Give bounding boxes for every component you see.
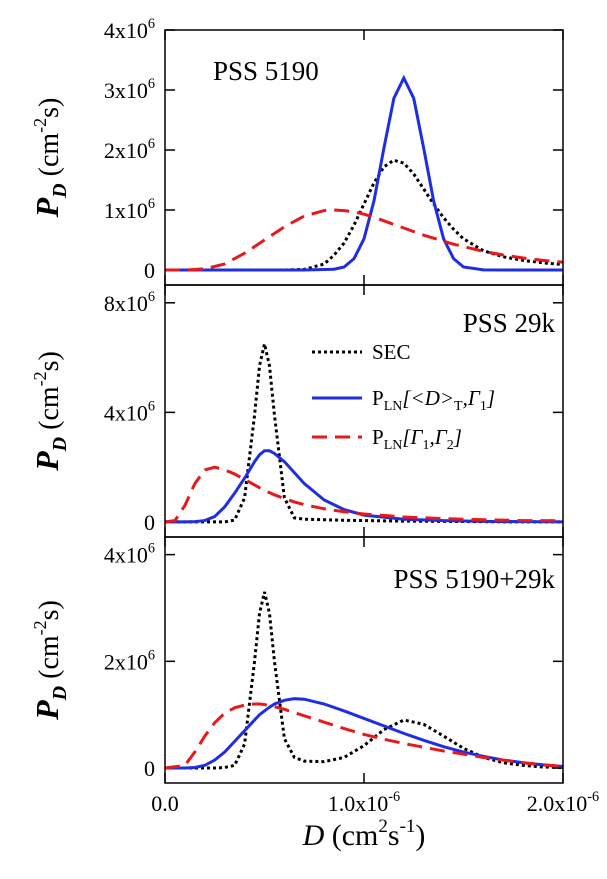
tick-label-sup: 6 bbox=[148, 398, 155, 414]
tick-label-sup: 6 bbox=[148, 76, 155, 92]
y-label-part: -2 bbox=[30, 620, 50, 635]
series-line bbox=[165, 208, 563, 272]
tick-label-text: 2x10 bbox=[104, 649, 148, 674]
y-label-part: P bbox=[29, 197, 65, 218]
series-line bbox=[165, 74, 563, 272]
plot-frame bbox=[164, 536, 564, 784]
tick-label-text: 2x10 bbox=[104, 138, 148, 163]
tick-label-sup: 6 bbox=[148, 196, 155, 212]
legend-label-part: ] bbox=[486, 386, 495, 410]
tick-label-sup: 6 bbox=[148, 289, 155, 305]
y-axis-label: PD (cm-2s) bbox=[29, 351, 71, 472]
y-label-part: D bbox=[49, 686, 71, 701]
tick-label-text: 4x10 bbox=[104, 18, 148, 43]
tick-label-sup: 6 bbox=[148, 541, 155, 557]
tick-label-text: 0.0 bbox=[151, 791, 179, 816]
y-label-part: -2 bbox=[30, 371, 50, 386]
x-axis-label: D (cm2s-1) bbox=[302, 816, 426, 852]
tick-label: 2x106 bbox=[104, 136, 155, 163]
legend-label: PLN[Γ1,Γ2] bbox=[372, 425, 462, 453]
y-label-part: P bbox=[29, 700, 65, 721]
y-label-part: (cm bbox=[34, 133, 65, 184]
tick-label-sup: 6 bbox=[148, 136, 155, 152]
legend-label-part: 1 bbox=[422, 438, 429, 453]
legend-label-part: [Γ bbox=[402, 425, 423, 449]
tick-label-text: 1x10 bbox=[104, 198, 148, 223]
series-line bbox=[165, 702, 563, 770]
series-line bbox=[165, 343, 563, 524]
y-label-part: (cm bbox=[34, 386, 65, 437]
panel-title: PSS 29k bbox=[463, 308, 556, 338]
series-line bbox=[165, 465, 563, 524]
y-label-part: P bbox=[29, 451, 65, 472]
tick-label: 0 bbox=[144, 756, 155, 781]
series-line bbox=[165, 697, 563, 770]
legend-label-part: ,Γ bbox=[463, 386, 481, 410]
y-label-part: s) bbox=[34, 600, 65, 620]
legend-label-part: ,Γ bbox=[429, 425, 447, 449]
legend-label-part: T bbox=[454, 399, 463, 414]
legend-label-part: LN bbox=[384, 438, 403, 453]
tick-label: 0 bbox=[144, 258, 155, 283]
x-label-part: 2 bbox=[378, 816, 388, 837]
tick-label-text: 2.0x10 bbox=[527, 791, 588, 816]
tick-label: 4x106 bbox=[104, 541, 155, 568]
x-label-part: D bbox=[302, 819, 325, 852]
tick-label: 0 bbox=[144, 510, 155, 535]
series-line bbox=[165, 591, 563, 770]
panel-title: PSS 5190+29k bbox=[393, 564, 555, 594]
y-label-part: D bbox=[49, 437, 71, 452]
y-label-part: s) bbox=[34, 98, 65, 118]
x-label-part: (cm bbox=[324, 819, 378, 852]
tick-label: 1x106 bbox=[104, 196, 155, 223]
y-axis-label: PD (cm-2s) bbox=[29, 98, 71, 219]
tick-label: 2x106 bbox=[104, 647, 155, 674]
tick-label: 4x106 bbox=[104, 398, 155, 425]
tick-label-text: 8x10 bbox=[104, 291, 148, 316]
tick-label: 2.0x10-6 bbox=[527, 789, 599, 816]
tick-label-sup: -6 bbox=[388, 789, 400, 805]
panel-title: PSS 5190 bbox=[213, 56, 319, 86]
legend-label-part: P bbox=[372, 386, 384, 410]
legend-label: SEC bbox=[372, 340, 411, 364]
legend-label: PLN[<D>T,Γ1] bbox=[372, 386, 495, 414]
tick-label-sup: -6 bbox=[587, 789, 599, 805]
tick-label-text: 4x10 bbox=[104, 543, 148, 568]
tick-label: 3x106 bbox=[104, 76, 155, 103]
tick-label-text: 3x10 bbox=[104, 78, 148, 103]
y-label-part: s) bbox=[34, 351, 65, 371]
legend-label-part: 2 bbox=[447, 438, 454, 453]
tick-label: 0.0 bbox=[151, 791, 179, 816]
legend-label-part: ] bbox=[453, 425, 462, 449]
x-label-part: s bbox=[388, 819, 400, 852]
tick-label: 4x106 bbox=[104, 16, 155, 43]
x-label-part: -1 bbox=[400, 816, 416, 837]
tick-label-text: 4x10 bbox=[104, 400, 148, 425]
x-label-part: ) bbox=[415, 819, 425, 852]
tick-label-sup: 6 bbox=[148, 647, 155, 663]
y-axis-label: PD (cm-2s) bbox=[29, 600, 71, 721]
tick-label: 1.0x10-6 bbox=[328, 789, 400, 816]
y-label-part: -2 bbox=[30, 118, 50, 133]
legend-label-part: 1 bbox=[480, 399, 487, 414]
tick-label-sup: 6 bbox=[148, 16, 155, 32]
tick-label: 8x106 bbox=[104, 289, 155, 316]
legend-label-part: [<D> bbox=[402, 386, 454, 410]
legend-label-part: LN bbox=[384, 399, 403, 414]
y-label-part: D bbox=[49, 183, 71, 198]
series-line bbox=[165, 449, 563, 524]
y-label-part: (cm bbox=[34, 635, 65, 686]
tick-label-text: 1.0x10 bbox=[328, 791, 389, 816]
legend-label-part: SEC bbox=[372, 340, 411, 364]
legend-label-part: P bbox=[372, 425, 384, 449]
